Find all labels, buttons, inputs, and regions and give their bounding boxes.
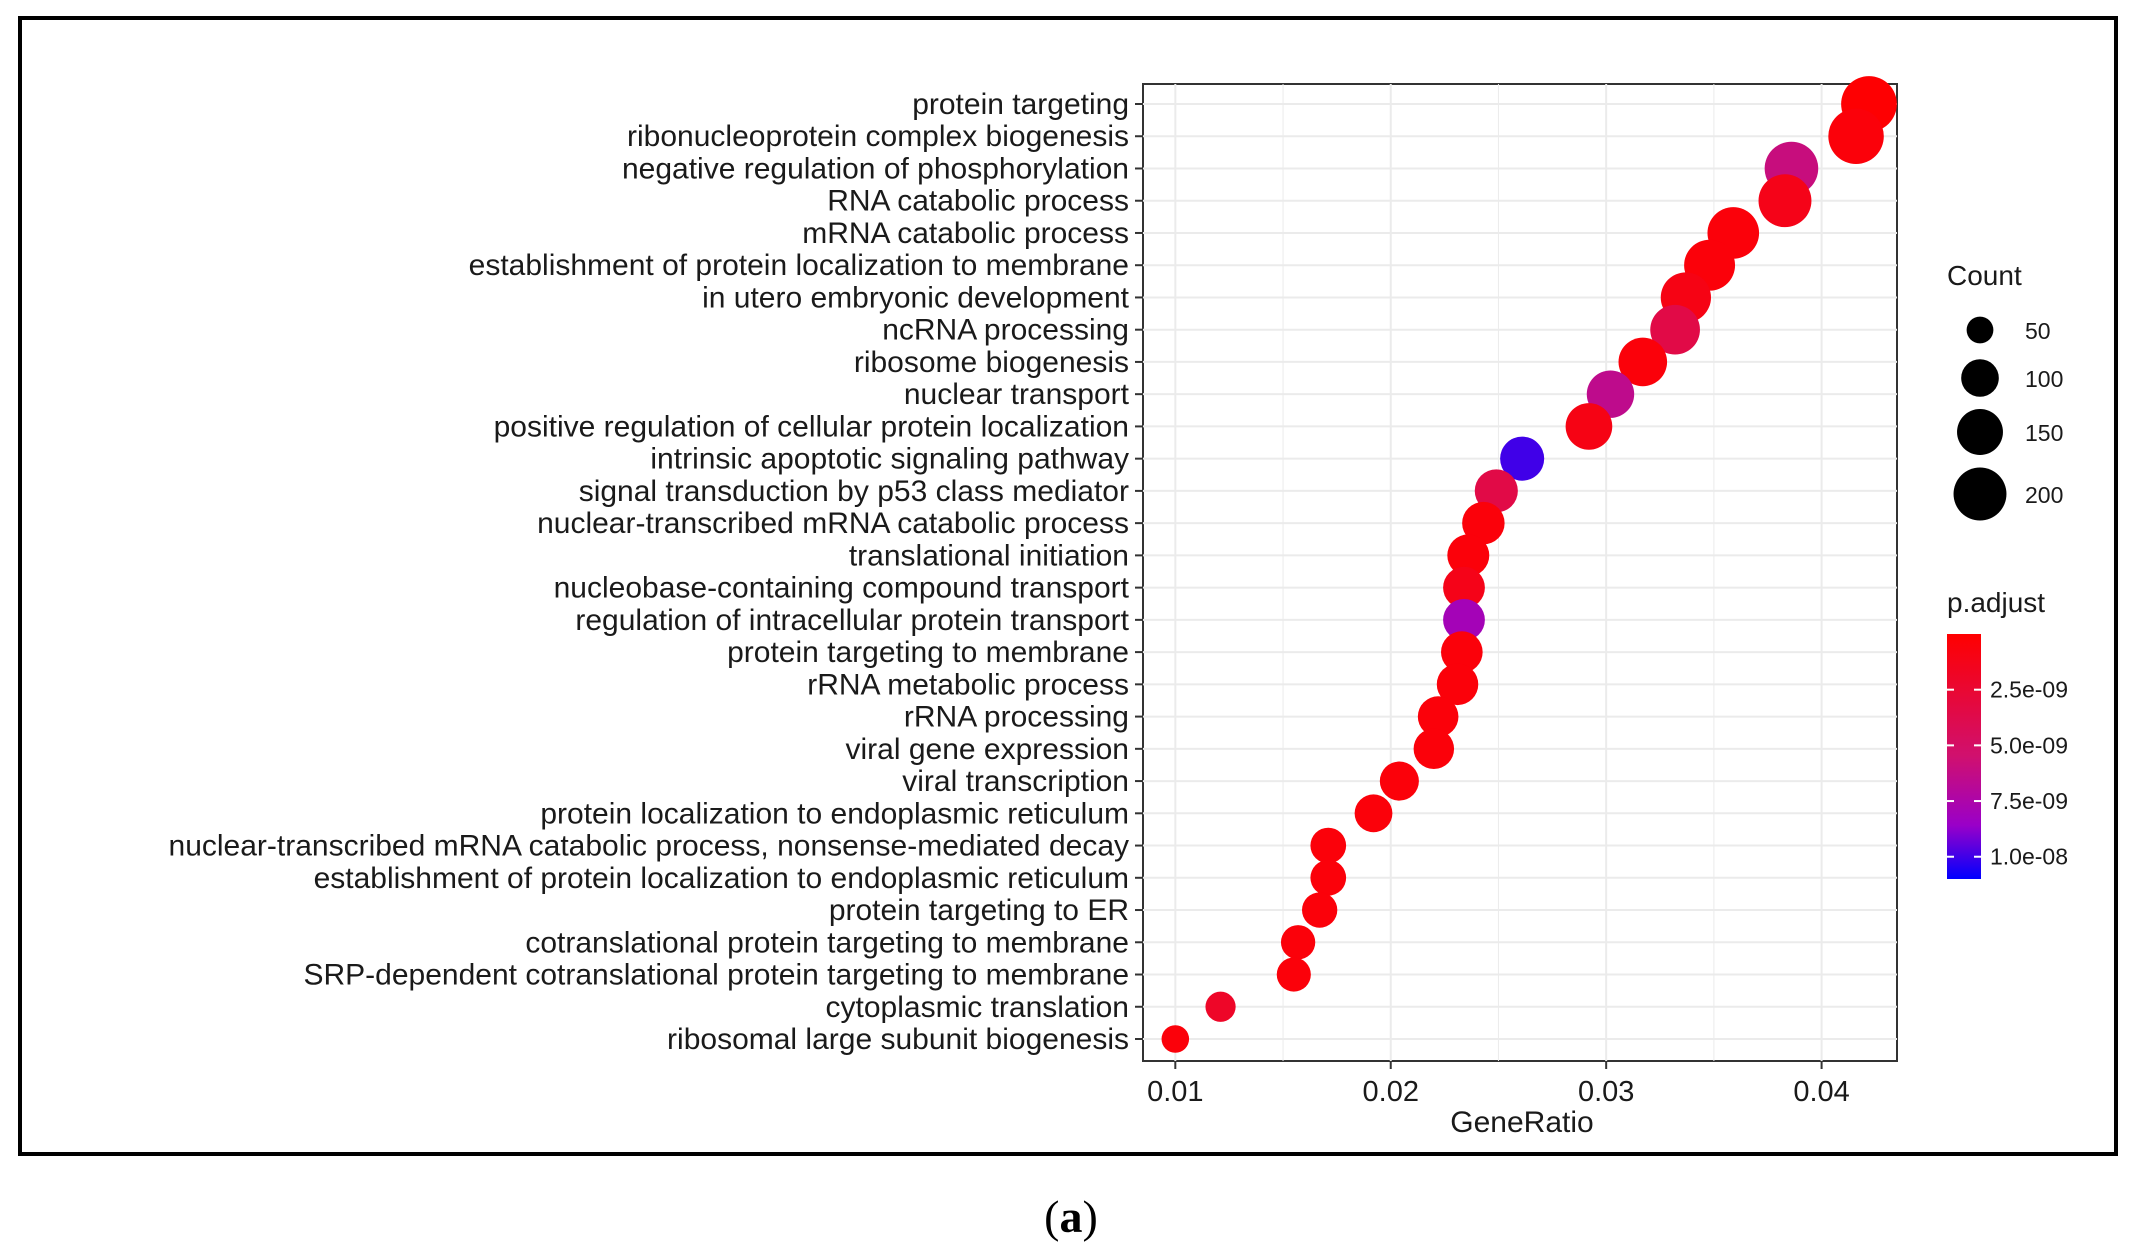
y-tick-label: regulation of intracellular protein tran… <box>575 604 1129 637</box>
data-point <box>1310 859 1347 896</box>
size-legend-key <box>1957 409 2003 455</box>
y-tick-label: nuclear transport <box>904 378 1130 411</box>
data-point <box>1276 957 1311 992</box>
y-tick-label: negative regulation of phosphorylation <box>622 152 1129 185</box>
y-tick-label: positive regulation of cellular protein … <box>494 410 1129 443</box>
data-point <box>1474 469 1518 513</box>
x-tick-label: 0.04 <box>1793 1076 1849 1108</box>
y-tick-label: ncRNA processing <box>882 314 1129 347</box>
y-tick-label: ribosome biogenesis <box>854 346 1129 379</box>
y-tick-label: rRNA processing <box>904 701 1129 734</box>
plot-panel <box>1142 83 1898 1062</box>
data-point <box>1205 991 1236 1022</box>
color-legend-title: p.adjust <box>1947 587 2045 618</box>
data-point <box>1443 598 1485 641</box>
data-point <box>1354 794 1393 833</box>
y-tick-label: ribonucleoprotein complex biogenesis <box>627 120 1129 153</box>
x-tick-label: 0.02 <box>1363 1076 1419 1108</box>
panel-background <box>1143 84 1897 1061</box>
y-tick-label: cytoplasmic translation <box>826 991 1129 1024</box>
y-tick-label: protein targeting to ER <box>829 894 1129 927</box>
y-tick-label: mRNA catabolic process <box>802 217 1129 250</box>
y-tick-label: RNA catabolic process <box>827 185 1129 218</box>
data-point <box>1436 663 1479 706</box>
size-legend-key <box>1953 467 2007 521</box>
y-tick-label: signal transduction by p53 class mediato… <box>579 475 1129 508</box>
y-tick-label: establishment of protein localization to… <box>469 249 1129 282</box>
y-tick-label: protein localization to endoplasmic reti… <box>540 797 1129 830</box>
y-tick-label: translational initiation <box>849 539 1129 572</box>
x-tick-label: 0.03 <box>1578 1076 1634 1108</box>
color-legend: p.adjust 2.5e-09 5.0e-09 7.5e-09 1.0e-08 <box>1947 587 2068 879</box>
data-point <box>1462 501 1505 545</box>
y-tick-label: intrinsic apoptotic signaling pathway <box>650 443 1129 476</box>
caption-label: a <box>1059 1191 1083 1242</box>
data-point <box>1379 761 1419 801</box>
data-point <box>1301 892 1338 928</box>
size-legend-label: 150 <box>2025 420 2063 446</box>
x-axis-title: GeneRatio <box>1450 1106 1593 1139</box>
figure-caption: (a) <box>0 1190 2142 1243</box>
y-tick-label: SRP-dependent cotranslational protein ta… <box>304 959 1130 992</box>
size-legend-key <box>1966 316 1994 344</box>
data-point <box>1443 566 1485 609</box>
y-tick-label: rRNA metabolic process <box>807 668 1129 701</box>
color-legend-label: 5.0e-09 <box>1990 732 2068 758</box>
size-legend: Count 50 100 150 200 <box>1947 260 2063 521</box>
caption-open-paren: ( <box>1044 1191 1060 1242</box>
y-tick-label: nucleobase-containing compound transport <box>554 572 1130 605</box>
data-point <box>1758 174 1812 228</box>
y-tick-label: cotranslational protein targeting to mem… <box>525 926 1129 959</box>
grid-lines <box>1143 84 1897 1061</box>
size-legend-key <box>1961 359 1999 397</box>
data-point <box>1650 304 1700 355</box>
data-point <box>1447 534 1490 577</box>
panel-border <box>1142 83 1898 1062</box>
y-tick-label: viral gene expression <box>846 733 1130 766</box>
y-tick-label: establishment of protein localization to… <box>314 862 1129 895</box>
size-legend-label: 200 <box>2025 482 2063 508</box>
x-tick-label: 0.01 <box>1147 1076 1203 1108</box>
x-axis-ticks: 0.01 0.02 0.03 0.04 <box>1147 1061 1850 1108</box>
color-legend-label: 2.5e-09 <box>1990 677 2068 703</box>
size-legend-label: 100 <box>2025 366 2063 392</box>
data-points <box>1161 76 1897 1053</box>
data-point <box>1618 337 1668 387</box>
size-legend-label: 50 <box>2025 318 2051 344</box>
color-legend-label: 7.5e-09 <box>1990 788 2068 814</box>
y-tick-label: in utero embryonic development <box>702 281 1130 314</box>
y-tick-label: protein targeting to membrane <box>727 636 1129 669</box>
y-tick-label: viral transcription <box>902 765 1129 798</box>
data-point <box>1417 696 1459 737</box>
data-point <box>1500 436 1545 481</box>
data-point <box>1828 108 1884 164</box>
y-tick-label: nuclear-transcribed mRNA catabolic proce… <box>169 830 1129 863</box>
color-legend-bar <box>1947 634 1981 879</box>
data-point <box>1413 728 1455 770</box>
caption-close-paren: ) <box>1082 1191 1098 1242</box>
y-axis-ticks <box>1135 103 1143 1040</box>
y-tick-label: protein targeting <box>912 88 1129 121</box>
data-point <box>1161 1025 1190 1053</box>
y-tick-label: nuclear-transcribed mRNA catabolic proce… <box>537 507 1129 540</box>
size-legend-title: Count <box>1947 260 2022 291</box>
data-point <box>1310 827 1347 864</box>
data-point <box>1565 403 1613 450</box>
data-point <box>1280 925 1316 960</box>
color-legend-label: 1.0e-08 <box>1990 844 2068 870</box>
y-tick-label: ribosomal large subunit biogenesis <box>667 1023 1129 1056</box>
data-point <box>1441 631 1483 673</box>
